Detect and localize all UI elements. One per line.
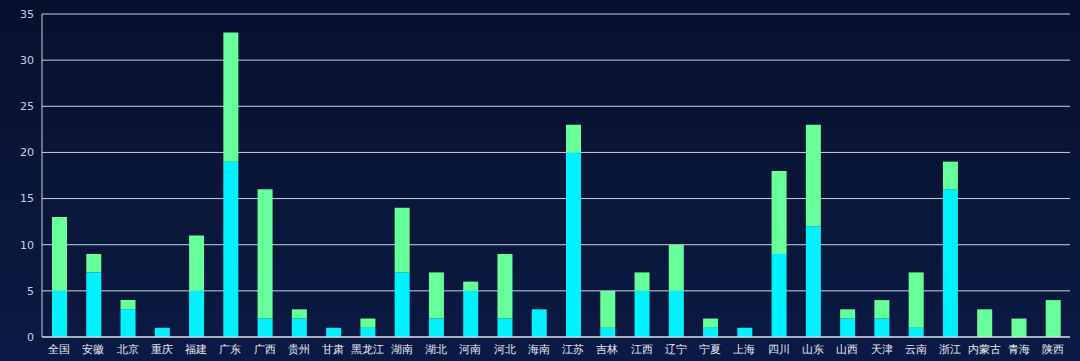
svg-text:10: 10	[20, 239, 34, 252]
svg-text:山东: 山东	[802, 343, 824, 356]
svg-text:黑龙江: 黑龙江	[351, 343, 384, 356]
svg-text:辽宁: 辽宁	[665, 343, 687, 356]
svg-text:0: 0	[27, 331, 34, 344]
svg-text:云南: 云南	[905, 343, 927, 356]
svg-text:贵州: 贵州	[288, 343, 310, 356]
svg-text:25: 25	[20, 100, 34, 113]
svg-text:天津: 天津	[871, 343, 893, 356]
svg-text:20: 20	[20, 146, 34, 159]
svg-text:内蒙古: 内蒙古	[968, 343, 1001, 356]
svg-text:青海: 青海	[1008, 343, 1030, 356]
svg-text:福建: 福建	[185, 343, 207, 356]
svg-text:河南: 河南	[459, 343, 481, 356]
svg-text:35: 35	[20, 8, 34, 21]
svg-text:广东: 广东	[219, 343, 241, 356]
svg-text:重庆: 重庆	[151, 343, 173, 356]
svg-text:15: 15	[20, 192, 34, 205]
svg-text:山西: 山西	[836, 343, 858, 356]
svg-text:江苏: 江苏	[562, 343, 584, 356]
svg-text:5: 5	[27, 285, 34, 298]
svg-text:广西: 广西	[254, 343, 276, 356]
svg-text:安徽: 安徽	[82, 343, 104, 356]
svg-text:宁夏: 宁夏	[699, 343, 721, 356]
svg-text:全国: 全国	[48, 343, 70, 356]
svg-text:湖北: 湖北	[425, 343, 447, 356]
svg-text:湖南: 湖南	[391, 343, 413, 356]
svg-text:河北: 河北	[494, 343, 516, 356]
svg-text:吉林: 吉林	[596, 343, 618, 356]
svg-text:上海: 上海	[733, 343, 755, 356]
svg-text:浙江: 浙江	[939, 343, 961, 356]
svg-text:四川: 四川	[768, 343, 790, 356]
svg-text:北京: 北京	[117, 343, 139, 356]
svg-text:海南: 海南	[528, 343, 550, 356]
svg-text:陕西: 陕西	[1042, 343, 1064, 356]
svg-text:江西: 江西	[631, 343, 653, 356]
svg-text:30: 30	[20, 54, 34, 67]
svg-text:甘肃: 甘肃	[322, 343, 344, 356]
